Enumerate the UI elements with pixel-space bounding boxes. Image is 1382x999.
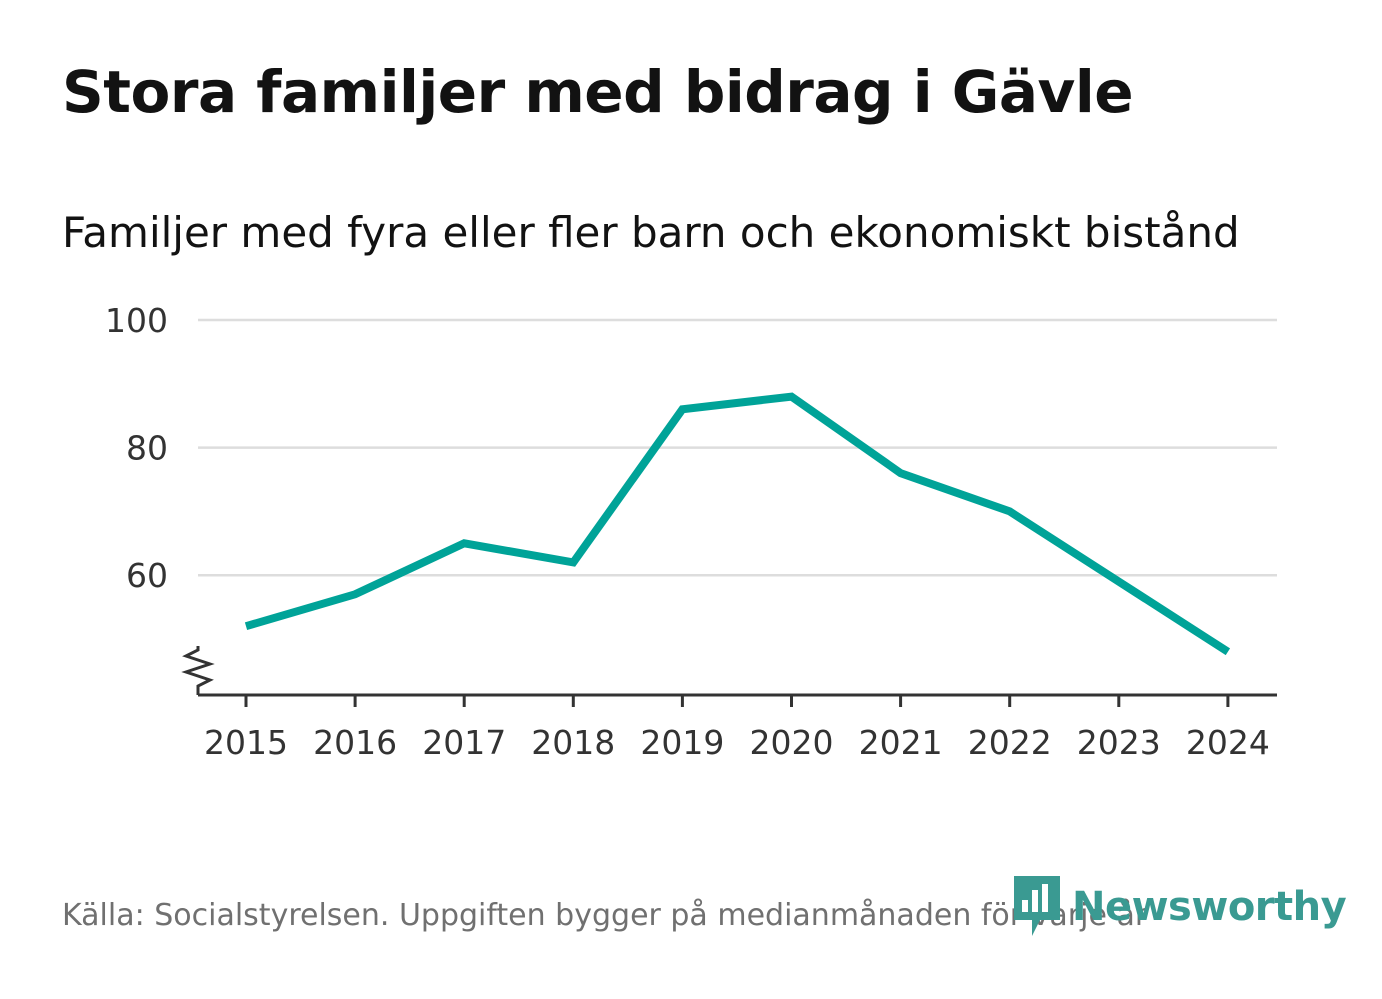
x-axis-ticks: 2015 2016 2017 2018 2019 2020 2021 2022 2023 2024 [204,695,1270,762]
newsworthy-logo-icon [1014,876,1060,936]
x-axis [181,646,1277,697]
brand-name: Newsworthy [1072,884,1347,930]
x-tick-label: 2016 [313,723,397,762]
x-tick-label: 2020 [750,723,834,762]
x-tick-label: 2023 [1077,723,1161,762]
y-axis-ticks: 60 80 100 [105,301,168,595]
source-note: Källa: Socialstyrelsen. Uppgiften bygger… [62,898,1148,933]
chart-subtitle: Familjer med fyra eller fler barn och ek… [62,208,1240,257]
x-tick-label: 2017 [422,723,506,762]
x-tick-label: 2018 [531,723,615,762]
series-layer [244,392,1231,656]
x-tick-label: 2022 [968,723,1052,762]
series-line-0 [244,392,1231,656]
chart-title: Stora familjer med bidrag i Gävle [62,58,1134,126]
axis-break-icon [181,646,215,695]
x-tick-label: 2019 [640,723,724,762]
y-tick-label: 80 [126,429,168,468]
x-tick-label: 2024 [1186,723,1270,762]
y-tick-label: 60 [126,556,168,595]
brand-logo: Newsworthy [1012,876,1347,938]
y-tick-label: 100 [105,301,168,340]
x-tick-label: 2015 [204,723,288,762]
gridlines [198,318,1277,577]
x-tick-label: 2021 [859,723,943,762]
